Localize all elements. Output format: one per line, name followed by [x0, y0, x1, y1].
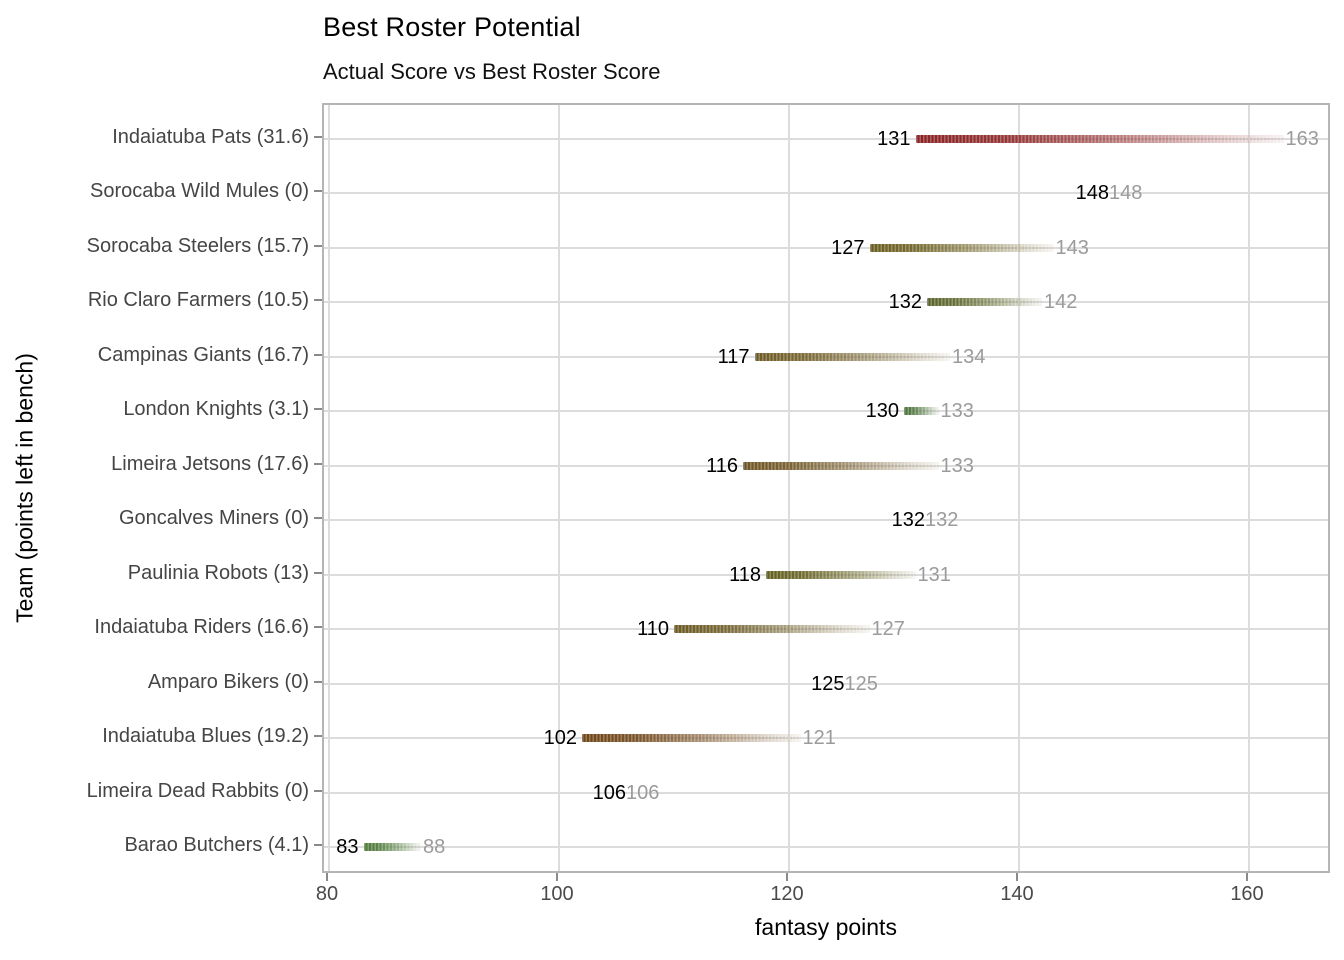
best-score-label: 88 [423, 835, 446, 858]
y-gridline [324, 791, 1328, 794]
score-range-bar [915, 135, 1284, 143]
x-tick-mark [556, 873, 558, 881]
actual-score-label: 127 [831, 236, 865, 259]
y-tick-mark [314, 353, 322, 356]
x-gridline [1018, 105, 1020, 871]
y-tick-label: Campinas Giants (16.7) [97, 343, 309, 366]
y-tick-mark [314, 190, 322, 193]
y-tick-label: Limeira Dead Rabbits (0) [86, 779, 309, 802]
actual-score-label: 125 [811, 672, 845, 695]
score-range-bar [927, 298, 1042, 307]
actual-score-label: 102 [543, 727, 577, 750]
best-score-label: 131 [917, 563, 951, 586]
y-tick-label: Indaiatuba Riders (16.6) [94, 616, 309, 639]
actual-score-label: 130 [865, 400, 899, 423]
best-score-label: 121 [802, 727, 836, 750]
y-tick-mark [314, 244, 322, 247]
x-gridline [1248, 105, 1250, 871]
y-tick-label: Amparo Bikers (0) [147, 670, 309, 693]
best-score-label: 133 [940, 454, 974, 477]
plot-panel: 131 163 148 148 127 143 132 142 117 134 130 133 116 1… [322, 103, 1330, 873]
x-tick-mark [786, 873, 788, 881]
actual-score-label: 117 [717, 345, 750, 368]
y-tick-mark [314, 462, 322, 465]
y-gridline [324, 301, 1328, 304]
y-tick-mark [314, 136, 322, 138]
y-tick-mark [314, 789, 322, 792]
actual-score-label: 110 [637, 618, 669, 641]
y-tick-mark [314, 843, 322, 846]
x-tick-label: 160 [1230, 883, 1264, 905]
actual-score-label: 148 [1075, 182, 1109, 205]
y-tick-label: Barao Butchers (4.1) [124, 833, 309, 856]
y-gridline [324, 410, 1328, 413]
y-tick-label: Paulinia Robots (13) [127, 561, 309, 584]
best-score-label: 163 [1285, 128, 1319, 150]
actual-score-label: 116 [706, 454, 738, 477]
y-tick-label: Rio Claro Farmers (10.5) [87, 289, 309, 312]
actual-score-label: 83 [336, 835, 359, 858]
x-tick-label: 100 [540, 883, 574, 905]
score-range-bar [766, 570, 916, 579]
actual-score-label: 132 [891, 509, 925, 532]
y-tick-mark [314, 299, 322, 302]
x-tick-label: 140 [1000, 883, 1034, 905]
y-gridline [324, 845, 1328, 848]
best-score-label: 134 [952, 345, 986, 368]
score-range-bar [363, 842, 421, 851]
y-gridline [324, 682, 1328, 685]
best-score-label: 127 [871, 618, 905, 641]
y-tick-mark [314, 680, 322, 683]
y-tick-label: Indaiatuba Pats (31.6) [112, 126, 309, 148]
score-range-bar [869, 243, 1054, 252]
y-tick-mark [314, 517, 322, 520]
x-tick-mark [1246, 873, 1248, 881]
y-tick-label: Goncalves Miners (0) [118, 507, 309, 530]
score-range-bar [743, 461, 939, 470]
y-gridline [324, 246, 1328, 249]
x-gridline [788, 105, 790, 871]
actual-score-label: 132 [888, 291, 922, 314]
best-score-label: 133 [940, 400, 974, 423]
y-gridline [324, 737, 1328, 740]
best-score-label: 142 [1044, 291, 1078, 314]
x-axis-title: fantasy points [755, 914, 897, 940]
y-tick-mark [314, 408, 322, 411]
x-gridline [328, 105, 330, 871]
y-tick-label: Indaiatuba Blues (19.2) [102, 725, 309, 748]
score-range-bar [674, 625, 870, 634]
best-score-label: 143 [1055, 236, 1089, 259]
actual-score-label: 131 [877, 128, 911, 150]
x-gridline [558, 105, 560, 871]
best-score-label: 106 [626, 781, 660, 804]
y-gridline [324, 519, 1328, 522]
score-range-bar [754, 352, 950, 361]
y-tick-mark [314, 571, 322, 574]
best-score-label: 125 [844, 672, 878, 695]
y-gridline [324, 138, 1328, 140]
y-tick-label: Sorocaba Steelers (15.7) [86, 234, 309, 257]
best-score-label: 132 [925, 509, 959, 532]
y-tick-label: Sorocaba Wild Mules (0) [90, 180, 309, 203]
y-gridline [324, 192, 1328, 195]
y-tick-label: Limeira Jetsons (17.6) [111, 452, 309, 475]
x-tick-label: 120 [770, 883, 804, 905]
x-tick-label: 80 [315, 883, 339, 905]
y-tick-label: London Knights (3.1) [123, 398, 309, 421]
chart-title: Best Roster Potential [323, 12, 581, 42]
y-tick-mark [314, 735, 322, 738]
score-range-bar [582, 734, 801, 743]
best-score-label: 148 [1109, 182, 1143, 205]
score-range-bar [904, 407, 939, 416]
x-tick-mark [326, 873, 328, 881]
chart-subtitle: Actual Score vs Best Roster Score [323, 59, 661, 84]
actual-score-label: 118 [729, 563, 761, 586]
actual-score-label: 106 [592, 781, 626, 804]
x-tick-mark [1016, 873, 1018, 881]
y-tick-mark [314, 626, 322, 629]
